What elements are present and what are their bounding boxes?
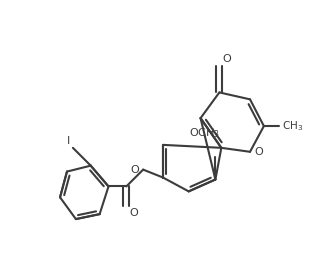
Text: O: O [131,165,139,175]
Text: CH$_3$: CH$_3$ [282,119,303,133]
Text: OCH$_3$: OCH$_3$ [189,126,220,140]
Text: O: O [222,54,231,64]
Text: I: I [161,168,165,178]
Text: I: I [67,136,70,146]
Text: O: O [254,147,263,157]
Text: O: O [129,208,138,218]
